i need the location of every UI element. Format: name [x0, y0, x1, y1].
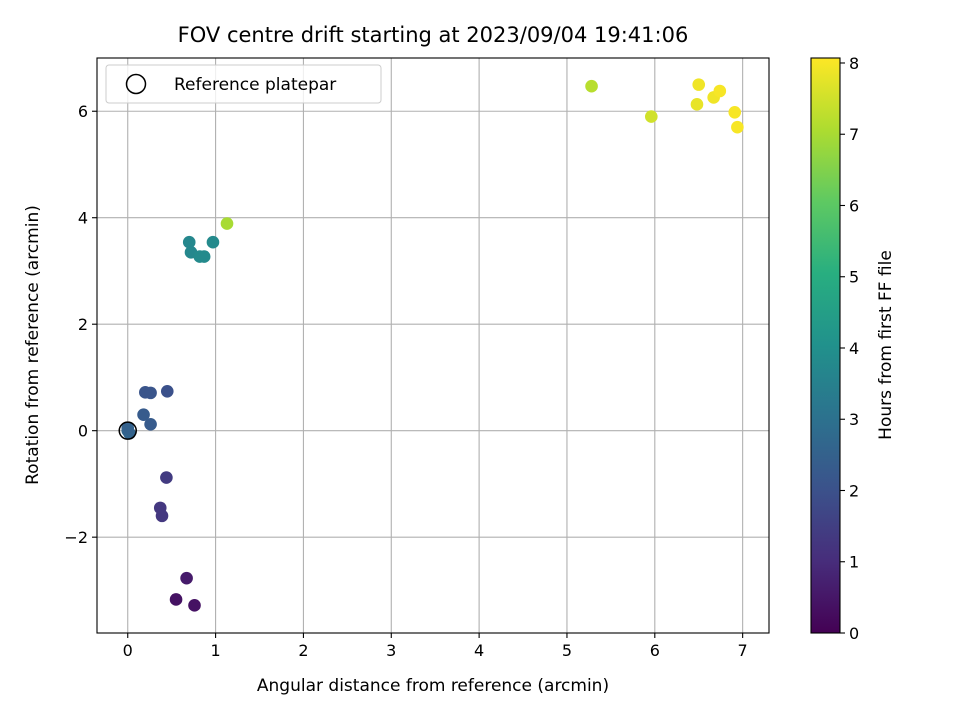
- plot-frame: [96, 57, 770, 634]
- data-point: [690, 98, 704, 111]
- colorbar-label: Hours from first FF file: [876, 250, 896, 440]
- reference-marker: [118, 421, 137, 440]
- x-tick-label: 3: [386, 641, 396, 660]
- colorbar-tick-label: 0: [849, 624, 859, 643]
- grid: [97, 58, 769, 633]
- y-tick-label: 2: [78, 315, 88, 334]
- colorbar-tick-label: 4: [849, 339, 859, 358]
- x-tick-label: 5: [562, 641, 572, 660]
- x-tick-label: 0: [123, 641, 133, 660]
- colorbar-tick-label: 1: [849, 553, 859, 572]
- colorbar-tick-label: 2: [849, 481, 859, 500]
- legend: Reference platepar: [105, 64, 382, 104]
- data-point: [180, 571, 193, 585]
- legend-label: Reference platepar: [174, 75, 336, 95]
- colorbar-frame: [810, 57, 841, 634]
- colorbar-tick-label: 8: [849, 54, 859, 73]
- x-tick-label: 7: [738, 641, 748, 660]
- data-point: [644, 110, 658, 123]
- x-tick-label: 2: [298, 641, 308, 660]
- data-point: [585, 79, 598, 93]
- data-points: [121, 78, 744, 612]
- data-point: [144, 386, 157, 400]
- data-point: [731, 120, 744, 134]
- colorbar-tick-label: 3: [849, 410, 859, 429]
- colorbar: 0 1 2 3 4 5 6 7 8 Hours from first FF file: [810, 54, 896, 643]
- data-point: [728, 106, 742, 119]
- colorbar-tick-label: 7: [849, 125, 859, 144]
- x-tick-label: 6: [650, 641, 660, 660]
- y-tick-label: −2: [64, 528, 88, 547]
- x-axis-label: Angular distance from reference (arcmin): [257, 676, 609, 696]
- colorbar-tick-label: 5: [849, 268, 859, 287]
- data-point: [160, 384, 174, 398]
- data-point: [692, 78, 706, 91]
- data-point: [121, 421, 135, 435]
- x-tick-label: 4: [474, 641, 484, 660]
- y-tick-label: 0: [78, 422, 88, 441]
- data-point: [713, 84, 727, 98]
- data-point: [182, 235, 196, 249]
- data-point: [197, 250, 211, 263]
- data-point: [155, 509, 169, 523]
- data-point: [220, 217, 234, 230]
- data-point: [188, 599, 201, 612]
- data-point: [169, 593, 183, 606]
- legend-marker: [125, 73, 147, 95]
- y-tick-label: 4: [78, 209, 88, 228]
- y-axis-ticks: −2 0 2 4 6: [64, 102, 97, 547]
- colorbar-ticks: 0 1 2 3 4 5 6 7 8: [840, 54, 859, 643]
- legend-box: [105, 64, 382, 104]
- data-point: [137, 408, 150, 422]
- chart-title: FOV centre drift starting at 2023/09/04 …: [178, 23, 689, 47]
- data-point: [144, 417, 157, 431]
- x-axis-ticks: 0 1 2 3 4 5 6 7: [123, 633, 748, 660]
- colorbar-tick-label: 6: [849, 196, 859, 215]
- data-point: [160, 471, 173, 484]
- colorbar-gradient: [811, 58, 840, 633]
- data-point: [206, 235, 220, 249]
- y-axis-label: Rotation from reference (arcmin): [23, 205, 43, 485]
- x-tick-label: 1: [210, 641, 220, 660]
- y-tick-label: 6: [78, 102, 88, 121]
